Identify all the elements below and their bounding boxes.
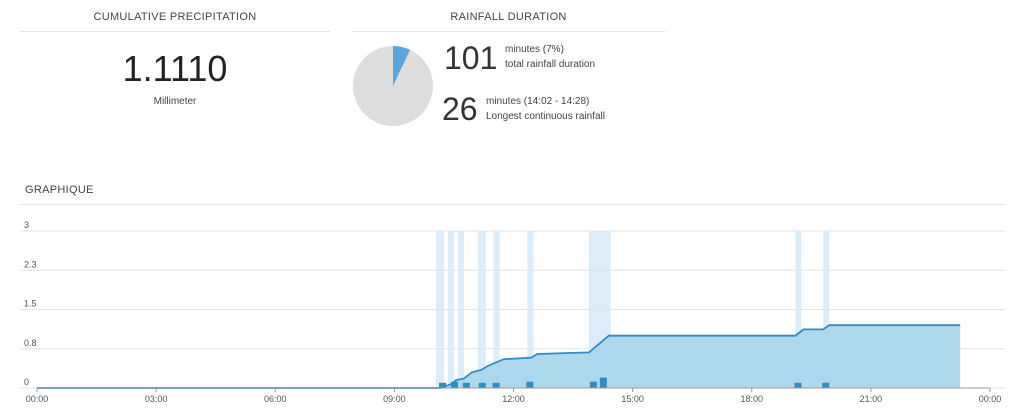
total-duration-value: 101 bbox=[444, 40, 498, 76]
y-tick-label: 0.8 bbox=[24, 338, 37, 348]
pie-rain-slice bbox=[393, 46, 411, 86]
y-tick-label: 0 bbox=[24, 377, 29, 387]
x-tick-label: 06:00 bbox=[264, 394, 287, 404]
y-tick-label: 3 bbox=[24, 220, 29, 230]
rain-bar bbox=[492, 382, 500, 388]
rainfall-duration-title: RAINFALL DURATION bbox=[450, 11, 567, 23]
grid-lines: 0 0.8 1.5 2.3 3 bbox=[20, 220, 1005, 389]
longest-rainfall-value: 26 bbox=[442, 91, 478, 127]
total-duration-unit: minutes (7%) bbox=[505, 44, 564, 55]
cumulative-fill bbox=[37, 325, 961, 388]
cumulative-precipitation-title: CUMULATIVE PRECIPITATION bbox=[93, 11, 257, 23]
longest-rainfall-unit: minutes (14:02 - 14:28) bbox=[486, 96, 590, 107]
rain-bars bbox=[439, 377, 830, 388]
rainfall-chart: 0 0.8 1.5 2.3 3 00:00 03:00 06:00 09:00 12:00 15:… bbox=[20, 220, 1005, 404]
cumulative-line bbox=[37, 324, 961, 389]
rain-bar bbox=[439, 382, 447, 388]
rain-bar bbox=[589, 381, 597, 388]
longest-rainfall-label: Longest continuous rainfall bbox=[486, 111, 605, 122]
cumulative-area bbox=[37, 324, 961, 389]
x-tick-label: 15:00 bbox=[621, 394, 644, 404]
x-tick-label: 12:00 bbox=[502, 394, 525, 404]
rain-bar bbox=[822, 382, 830, 388]
axes: 00:00 03:00 06:00 09:00 12:00 15:00 18:00 21:00… bbox=[26, 387, 1002, 404]
duration-divider bbox=[352, 31, 665, 32]
total-duration-label: total rainfall duration bbox=[505, 59, 596, 70]
cumulative-divider bbox=[20, 31, 330, 32]
cumulative-unit: Millimeter bbox=[153, 96, 197, 107]
graph-divider bbox=[20, 204, 1005, 205]
x-tick-label: 03:00 bbox=[145, 394, 168, 404]
rain-bar bbox=[794, 382, 802, 388]
x-tick-label: 09:00 bbox=[383, 394, 406, 404]
rain-bar bbox=[526, 381, 534, 388]
rainfall-pie-chart bbox=[353, 46, 433, 126]
rain-bar bbox=[462, 382, 470, 388]
y-tick-label: 1.5 bbox=[24, 299, 37, 309]
x-tick-label: 18:00 bbox=[740, 394, 763, 404]
x-tick-label: 00:00 bbox=[979, 394, 1002, 404]
x-tick-label: 21:00 bbox=[860, 394, 883, 404]
y-tick-label: 2.3 bbox=[24, 259, 37, 269]
rain-bar bbox=[478, 382, 486, 388]
graph-title: GRAPHIQUE bbox=[25, 184, 94, 196]
rain-bar bbox=[599, 377, 607, 388]
rain-bar bbox=[450, 381, 458, 388]
cumulative-value: 1.1110 bbox=[122, 48, 228, 89]
x-tick-label: 00:00 bbox=[26, 394, 49, 404]
